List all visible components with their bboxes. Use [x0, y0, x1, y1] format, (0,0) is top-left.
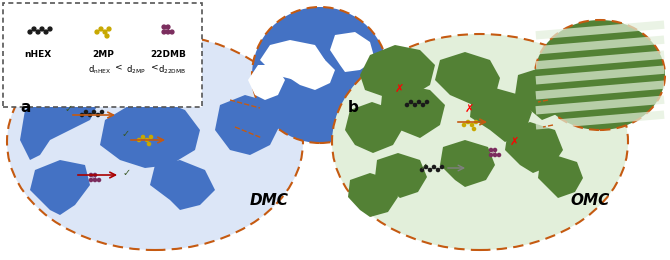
Polygon shape: [348, 173, 398, 217]
Circle shape: [147, 142, 151, 146]
Circle shape: [93, 173, 96, 177]
Circle shape: [48, 27, 52, 31]
Circle shape: [489, 148, 492, 152]
Circle shape: [40, 27, 44, 31]
Text: $\mathrm{d_{2MP}}$: $\mathrm{d_{2MP}}$: [126, 63, 146, 75]
Circle shape: [497, 153, 500, 157]
Circle shape: [89, 173, 92, 177]
Circle shape: [493, 148, 496, 152]
Text: ✓: ✓: [123, 168, 131, 178]
Text: $<$: $<$: [149, 63, 159, 72]
Polygon shape: [150, 160, 215, 210]
Text: DMC: DMC: [250, 193, 289, 208]
Polygon shape: [30, 160, 90, 215]
Text: 22DMB: 22DMB: [150, 50, 186, 59]
Circle shape: [432, 165, 436, 168]
Text: 2MP: 2MP: [92, 50, 114, 59]
Circle shape: [409, 100, 413, 103]
Polygon shape: [505, 122, 563, 173]
Text: $\mathrm{d_{22DMB}}$: $\mathrm{d_{22DMB}}$: [158, 63, 186, 75]
Circle shape: [440, 165, 444, 168]
Ellipse shape: [332, 34, 628, 250]
Circle shape: [489, 153, 492, 157]
Circle shape: [462, 124, 466, 127]
Circle shape: [92, 110, 96, 114]
Text: ✗: ✗: [395, 84, 405, 94]
Text: ✓: ✓: [122, 129, 130, 139]
Circle shape: [470, 124, 474, 127]
Text: ✗: ✗: [465, 104, 474, 114]
Polygon shape: [215, 95, 280, 155]
Circle shape: [145, 138, 149, 142]
Polygon shape: [470, 88, 532, 142]
Text: ✓: ✓: [420, 162, 428, 172]
Text: ✓: ✓: [65, 104, 73, 114]
Circle shape: [421, 103, 425, 107]
Polygon shape: [345, 102, 403, 153]
Text: b: b: [348, 100, 359, 115]
Circle shape: [103, 30, 107, 34]
Circle shape: [162, 30, 166, 34]
Circle shape: [96, 113, 100, 116]
Polygon shape: [248, 65, 285, 100]
Text: $<$: $<$: [113, 63, 123, 72]
Circle shape: [84, 110, 88, 114]
Circle shape: [44, 30, 48, 34]
Circle shape: [472, 127, 476, 131]
Circle shape: [493, 153, 496, 157]
Ellipse shape: [535, 20, 665, 130]
Circle shape: [88, 113, 92, 116]
Circle shape: [141, 135, 145, 139]
Circle shape: [425, 100, 429, 103]
Circle shape: [105, 34, 109, 38]
Ellipse shape: [7, 34, 303, 250]
Circle shape: [466, 120, 470, 124]
Circle shape: [413, 103, 417, 107]
Circle shape: [166, 30, 170, 34]
Circle shape: [28, 30, 32, 34]
Circle shape: [107, 27, 111, 31]
Polygon shape: [30, 25, 170, 65]
Circle shape: [166, 25, 170, 29]
Circle shape: [428, 168, 431, 172]
Circle shape: [405, 103, 409, 107]
Polygon shape: [380, 85, 445, 138]
Text: nHEX: nHEX: [24, 50, 52, 59]
Text: $\mathrm{d_{nHEX}}$: $\mathrm{d_{nHEX}}$: [88, 63, 111, 75]
Polygon shape: [440, 140, 495, 187]
Circle shape: [474, 120, 478, 124]
Text: a: a: [20, 100, 30, 115]
FancyBboxPatch shape: [3, 3, 202, 107]
Polygon shape: [435, 52, 500, 105]
Ellipse shape: [252, 7, 388, 143]
Circle shape: [32, 27, 36, 31]
Polygon shape: [330, 32, 375, 72]
Circle shape: [80, 113, 84, 116]
Circle shape: [99, 27, 103, 31]
Circle shape: [36, 30, 40, 34]
Circle shape: [162, 25, 166, 29]
Circle shape: [424, 165, 427, 168]
Circle shape: [417, 100, 421, 103]
Circle shape: [421, 168, 423, 172]
Polygon shape: [515, 68, 570, 120]
Circle shape: [89, 178, 92, 181]
Circle shape: [137, 138, 141, 142]
Circle shape: [100, 110, 104, 114]
Circle shape: [93, 178, 96, 181]
Text: OMC: OMC: [570, 193, 610, 208]
Circle shape: [97, 178, 100, 181]
Polygon shape: [282, 50, 335, 90]
Circle shape: [95, 30, 99, 34]
Polygon shape: [375, 153, 427, 198]
Polygon shape: [100, 100, 200, 168]
Circle shape: [436, 168, 440, 172]
Polygon shape: [260, 40, 325, 80]
Circle shape: [170, 30, 174, 34]
Polygon shape: [360, 45, 435, 97]
Text: ✗: ✗: [510, 137, 519, 147]
Circle shape: [149, 135, 153, 139]
Polygon shape: [538, 156, 583, 198]
Polygon shape: [20, 85, 100, 160]
